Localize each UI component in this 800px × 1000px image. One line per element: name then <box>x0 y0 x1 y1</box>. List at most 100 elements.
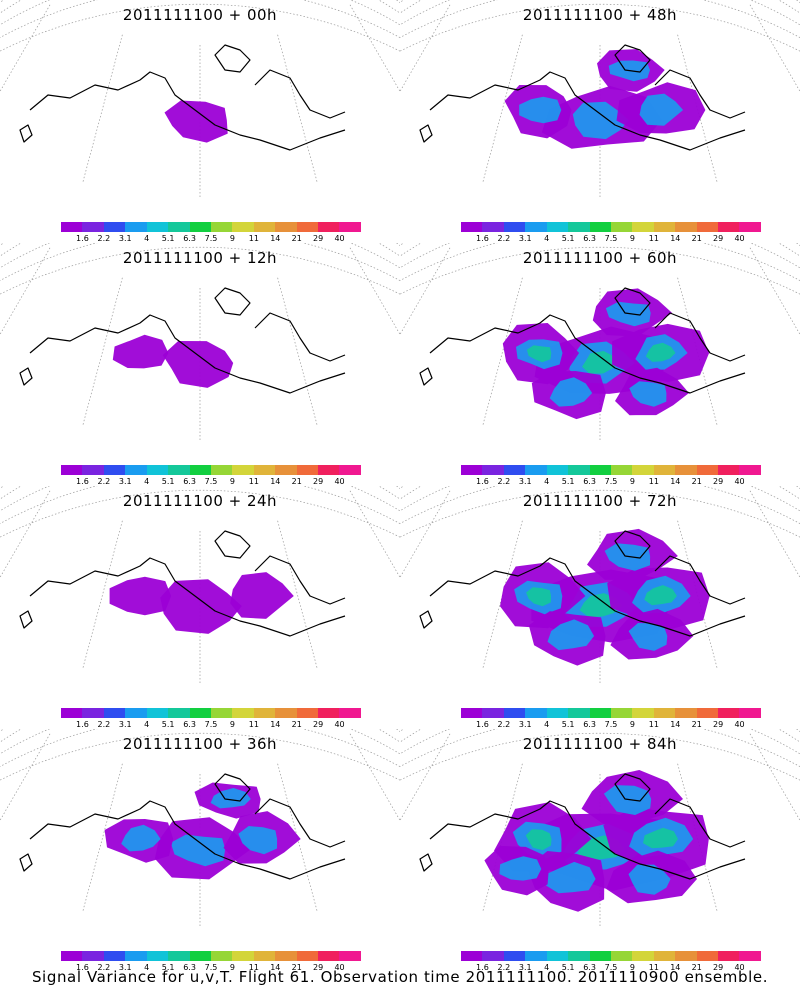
colorbar-label: 7.5 <box>204 234 218 243</box>
colorbar-swatch <box>461 708 483 718</box>
colorbar-swatch <box>125 465 147 475</box>
colorbar-swatch <box>739 222 761 232</box>
colorbar-swatch <box>296 951 319 961</box>
colorbar <box>61 708 361 718</box>
colorbar-swatch <box>503 465 526 475</box>
colorbar-label: 5.1 <box>561 963 575 972</box>
panel-title: 2011111100 + 84h <box>522 735 678 753</box>
colorbar-swatch <box>632 708 654 718</box>
colorbar-swatch <box>610 951 633 961</box>
colorbar-swatch <box>232 951 254 961</box>
colorbar-label: 1.6 <box>476 234 489 243</box>
colorbar-swatch <box>675 951 697 961</box>
colorbar-label: 3.1 <box>518 720 532 729</box>
colorbar-label: 9 <box>229 963 235 972</box>
colorbar-label: 5.1 <box>161 963 175 972</box>
colorbar-swatch <box>125 951 147 961</box>
colorbar-label: 14 <box>670 963 681 972</box>
colorbar <box>461 222 761 232</box>
colorbar-label: 40 <box>734 963 745 972</box>
polar-map <box>400 0 800 197</box>
panel-title: 2011111100 + 48h <box>522 6 678 24</box>
colorbar-swatch <box>146 951 169 961</box>
colorbar-label: 29 <box>713 234 724 243</box>
colorbar-swatch <box>296 708 319 718</box>
colorbar-label: 29 <box>313 720 324 729</box>
colorbar-label: 11 <box>248 720 259 729</box>
colorbar-swatch <box>525 951 547 961</box>
colorbar-label: 14 <box>270 720 281 729</box>
colorbar-label: 6.3 <box>583 720 596 729</box>
colorbar-swatch <box>210 222 233 232</box>
colorbar-label: 14 <box>270 477 281 486</box>
colorbar-label: 29 <box>713 477 724 486</box>
colorbar-label: 6.3 <box>583 477 596 486</box>
colorbar-label: 3.1 <box>118 720 132 729</box>
colorbar-swatch <box>482 951 504 961</box>
colorbar-label: 40 <box>734 720 745 729</box>
colorbar-label: 14 <box>670 720 681 729</box>
colorbar-swatch <box>339 465 361 475</box>
colorbar-swatch <box>232 222 254 232</box>
panel-title: 2011111100 + 60h <box>522 249 678 267</box>
colorbar-swatch <box>589 465 611 475</box>
colorbar-label: 11 <box>648 963 659 972</box>
colorbar-swatch <box>253 951 276 961</box>
colorbar-label: 7.5 <box>204 720 218 729</box>
polar-map <box>0 729 400 926</box>
colorbar-swatch <box>275 222 297 232</box>
colorbar-label: 1.6 <box>76 234 89 243</box>
colorbar-label: 5.1 <box>561 720 575 729</box>
colorbar-label: 2.2 <box>497 477 511 486</box>
colorbar-swatch <box>103 465 126 475</box>
colorbar-swatch <box>275 708 297 718</box>
colorbar-label: 11 <box>648 234 659 243</box>
colorbar <box>461 465 761 475</box>
colorbar-swatch <box>253 465 276 475</box>
colorbar-label: 7.5 <box>204 477 218 486</box>
colorbar-label: 40 <box>334 477 345 486</box>
colorbar-swatch <box>589 951 611 961</box>
colorbar-label: 2.2 <box>97 963 111 972</box>
figure-caption: Signal Variance for u,v,T. Flight 61. Ob… <box>31 968 769 986</box>
colorbar-label: 9 <box>629 477 635 486</box>
colorbar-swatch <box>503 222 526 232</box>
colorbar-swatch <box>546 951 569 961</box>
colorbar-swatch <box>61 222 83 232</box>
colorbar-swatch <box>525 222 547 232</box>
colorbar-swatch <box>125 222 147 232</box>
colorbar-label: 29 <box>313 477 324 486</box>
colorbar-swatch <box>318 951 340 961</box>
colorbar-label: 29 <box>713 963 724 972</box>
colorbar-swatch <box>675 222 697 232</box>
colorbar-swatch <box>146 222 169 232</box>
colorbar-label: 14 <box>270 234 281 243</box>
colorbar-swatch <box>82 222 104 232</box>
colorbar-label: 4 <box>144 720 150 729</box>
colorbar-swatch <box>632 465 654 475</box>
colorbar-swatch <box>168 222 190 232</box>
colorbar-swatch <box>610 222 633 232</box>
map-panel: 2011111100 + 00h 1.6 2.2 3.1 4 5.1 6.3 7.5 9 11 14… <box>0 0 400 243</box>
colorbar-swatch <box>296 222 319 232</box>
colorbar-label: 9 <box>629 963 635 972</box>
colorbar-label: 21 <box>691 477 702 486</box>
colorbar-labels: 1.6 2.2 3.1 4 5.1 6.3 7.5 9 11 14 21 29 40 <box>61 477 361 487</box>
colorbar-swatch <box>461 465 483 475</box>
colorbar-label: 21 <box>291 477 302 486</box>
colorbar-label: 4 <box>544 963 550 972</box>
colorbar-swatch <box>482 222 504 232</box>
colorbar-swatch <box>589 708 611 718</box>
colorbar-label: 6.3 <box>183 720 196 729</box>
colorbar-swatch <box>718 951 740 961</box>
panel-title: 2011111100 + 36h <box>122 735 278 753</box>
colorbar-label: 2.2 <box>497 720 511 729</box>
colorbar-label: 9 <box>629 720 635 729</box>
colorbar-swatch <box>482 708 504 718</box>
colorbar-label: 7.5 <box>604 477 618 486</box>
polar-map <box>400 243 800 440</box>
colorbar-swatch <box>61 708 83 718</box>
colorbar-label: 2.2 <box>97 477 111 486</box>
colorbar-swatch <box>739 465 761 475</box>
colorbar-swatch <box>275 465 297 475</box>
